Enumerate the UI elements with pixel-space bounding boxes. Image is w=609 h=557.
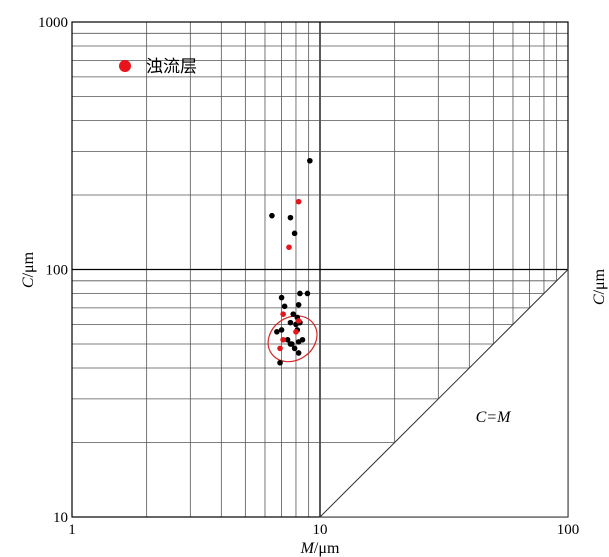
data-point-black bbox=[284, 336, 291, 343]
cluster-ellipse-layer bbox=[267, 315, 318, 363]
data-point-red bbox=[277, 345, 283, 352]
legend-label: 浊流层 bbox=[146, 57, 197, 77]
data-point-black bbox=[295, 350, 302, 356]
data-point-black bbox=[297, 290, 303, 297]
data-point-red bbox=[295, 198, 302, 205]
c-equals-m-annotation: C=M bbox=[476, 409, 512, 426]
data-point-black bbox=[291, 345, 298, 352]
data-point-black bbox=[290, 311, 297, 317]
data-point-black bbox=[278, 294, 285, 301]
data-point-black bbox=[277, 359, 283, 366]
data-point-black bbox=[304, 290, 311, 297]
data-point-red bbox=[280, 336, 286, 343]
data-point-black bbox=[274, 329, 280, 335]
cluster-ellipse bbox=[267, 315, 318, 363]
y-tick-label: 100 bbox=[46, 263, 69, 279]
data-point-black bbox=[295, 302, 302, 308]
data-point-black bbox=[281, 303, 288, 310]
data-point-black bbox=[291, 230, 298, 237]
data-point-black bbox=[278, 327, 285, 333]
c-equals-m-triangle bbox=[318, 268, 569, 518]
x-tick-label: 1 bbox=[68, 522, 76, 538]
x-axis-label: M/μm bbox=[300, 540, 340, 557]
data-point-red bbox=[293, 329, 299, 335]
y-axis-label-right: C/μm bbox=[591, 268, 608, 305]
data-point-red bbox=[295, 318, 302, 324]
x-tick-label: 100 bbox=[557, 522, 580, 538]
y-tick-label: 1000 bbox=[38, 15, 68, 31]
data-point-black bbox=[307, 157, 313, 164]
x-tick-label: 10 bbox=[313, 522, 328, 538]
data-point-black bbox=[287, 214, 294, 221]
y-tick-label: 10 bbox=[53, 510, 68, 526]
y-axis-label: C/μm bbox=[20, 251, 37, 288]
data-point-black bbox=[299, 336, 306, 343]
legend-marker bbox=[119, 60, 131, 72]
data-point-black bbox=[287, 319, 294, 326]
legend: 浊流层 bbox=[119, 57, 197, 77]
data-point-black bbox=[269, 212, 275, 219]
data-point-red bbox=[280, 311, 286, 317]
data-points bbox=[269, 157, 313, 366]
data-point-red bbox=[286, 244, 292, 251]
data-point-black bbox=[289, 341, 295, 347]
